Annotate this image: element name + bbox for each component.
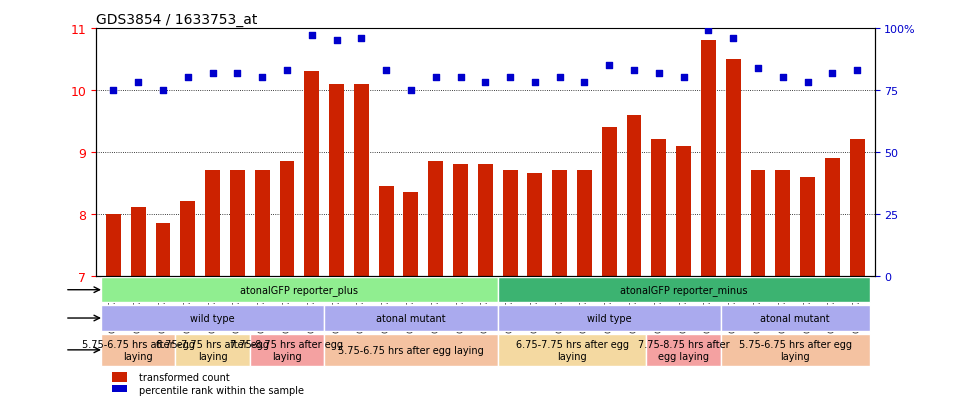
Text: 5.75-6.75 hrs after egg
laying: 5.75-6.75 hrs after egg laying	[739, 339, 851, 361]
Bar	[181, 202, 195, 276]
Bar	[354, 85, 369, 276]
Point	[404, 88, 419, 94]
Bar	[850, 140, 865, 276]
Point	[676, 75, 691, 82]
Bar	[751, 171, 765, 276]
Point	[230, 70, 245, 77]
Bar	[131, 208, 146, 276]
Bar	[429, 161, 443, 276]
Bar	[602, 128, 617, 276]
Point	[850, 68, 865, 74]
Point	[255, 75, 270, 82]
Bar	[652, 140, 666, 276]
Bar	[503, 171, 518, 276]
Text: 5.75-6.75 hrs after egg laying: 5.75-6.75 hrs after egg laying	[338, 345, 483, 355]
Bar	[701, 41, 716, 276]
Point	[701, 28, 716, 35]
FancyBboxPatch shape	[498, 334, 647, 366]
FancyBboxPatch shape	[101, 277, 498, 303]
Bar	[305, 72, 319, 276]
Bar	[280, 161, 294, 276]
Point	[528, 80, 543, 87]
Point	[726, 36, 741, 42]
Bar	[329, 85, 344, 276]
Point	[205, 70, 220, 77]
Bar	[825, 159, 840, 276]
FancyBboxPatch shape	[176, 334, 250, 366]
Bar	[404, 192, 418, 276]
Text: 5.75-6.75 hrs after egg
laying: 5.75-6.75 hrs after egg laying	[82, 339, 195, 361]
Bar	[726, 60, 741, 276]
Point	[131, 80, 146, 87]
FancyBboxPatch shape	[498, 306, 721, 331]
Point	[751, 65, 766, 72]
Text: atonal mutant: atonal mutant	[376, 313, 446, 323]
Point	[627, 68, 642, 74]
Bar	[111, 385, 127, 395]
Point	[503, 75, 518, 82]
Bar	[677, 146, 691, 276]
FancyBboxPatch shape	[721, 334, 870, 366]
Bar	[379, 186, 394, 276]
Text: wild type: wild type	[587, 313, 631, 323]
Point	[800, 80, 815, 87]
Point	[354, 36, 369, 42]
Text: atonalGFP reporter_minus: atonalGFP reporter_minus	[620, 285, 748, 295]
Point	[602, 63, 617, 69]
FancyBboxPatch shape	[498, 277, 870, 303]
Point	[106, 88, 121, 94]
Bar	[776, 171, 790, 276]
Text: 6.75-7.75 hrs after egg
laying: 6.75-7.75 hrs after egg laying	[515, 339, 628, 361]
Bar	[206, 171, 220, 276]
Text: percentile rank within the sample: percentile rank within the sample	[139, 385, 304, 395]
Point	[329, 38, 344, 45]
FancyBboxPatch shape	[101, 334, 176, 366]
Bar	[801, 177, 815, 276]
Text: 7.75-8.75 hrs after egg
laying: 7.75-8.75 hrs after egg laying	[231, 339, 343, 361]
Point	[652, 70, 667, 77]
Bar	[577, 171, 592, 276]
Point	[577, 80, 592, 87]
Bar	[478, 165, 493, 276]
Text: atonalGFP reporter_plus: atonalGFP reporter_plus	[240, 285, 358, 295]
Bar	[230, 171, 245, 276]
FancyBboxPatch shape	[101, 306, 324, 331]
FancyBboxPatch shape	[324, 306, 498, 331]
Point	[453, 75, 468, 82]
Text: 6.75-7.75 hrs after egg
laying: 6.75-7.75 hrs after egg laying	[156, 339, 269, 361]
Point	[156, 88, 171, 94]
Point	[304, 33, 319, 40]
Point	[776, 75, 791, 82]
Point	[478, 80, 493, 87]
Point	[825, 70, 840, 77]
Text: 7.75-8.75 hrs after
egg laying: 7.75-8.75 hrs after egg laying	[638, 339, 729, 361]
Point	[552, 75, 567, 82]
Bar	[528, 174, 542, 276]
Bar	[553, 171, 567, 276]
FancyBboxPatch shape	[721, 306, 870, 331]
Bar	[111, 373, 127, 382]
Point	[379, 68, 394, 74]
Bar	[627, 115, 642, 276]
Text: atonal mutant: atonal mutant	[760, 313, 830, 323]
Point	[280, 68, 295, 74]
Text: GDS3854 / 1633753_at: GDS3854 / 1633753_at	[96, 12, 258, 26]
Bar	[156, 223, 170, 276]
Bar	[453, 165, 468, 276]
Point	[428, 75, 443, 82]
Bar	[106, 214, 121, 276]
Text: transformed count: transformed count	[139, 373, 230, 382]
FancyBboxPatch shape	[324, 334, 498, 366]
Bar	[255, 171, 270, 276]
Text: wild type: wild type	[190, 313, 234, 323]
FancyBboxPatch shape	[647, 334, 721, 366]
FancyBboxPatch shape	[250, 334, 324, 366]
Point	[180, 75, 195, 82]
